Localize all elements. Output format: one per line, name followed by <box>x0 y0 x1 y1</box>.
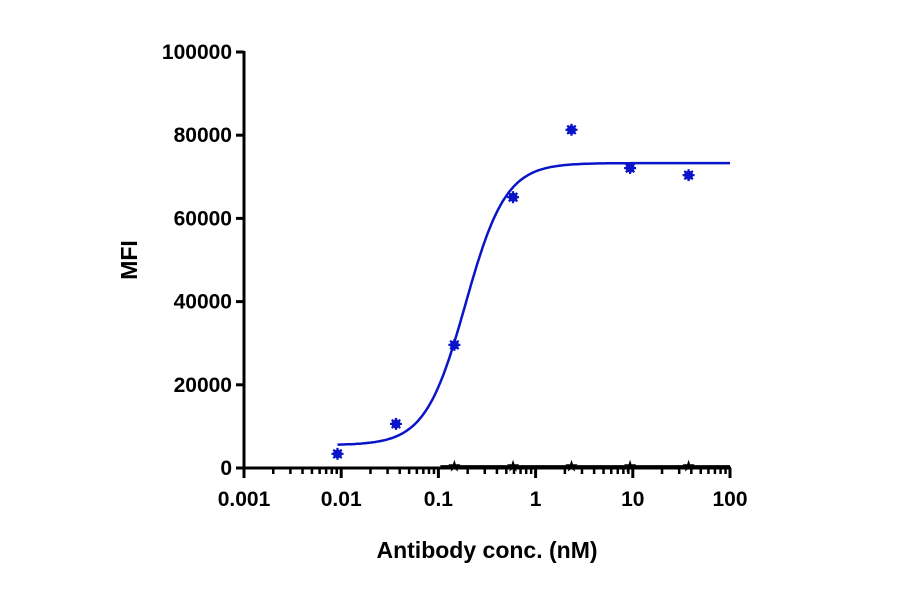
y-tick-label: 0 <box>220 457 232 480</box>
data-point <box>506 459 520 472</box>
data-point <box>331 447 344 460</box>
y-tick-label: 80000 <box>174 124 232 147</box>
data-point <box>565 123 578 136</box>
x-axis-title: Antibody conc. (nM) <box>376 537 597 563</box>
data-point <box>682 169 695 182</box>
x-tick-label: 10 <box>621 488 644 511</box>
y-axis-title: MFI <box>116 240 142 280</box>
data-point <box>565 459 578 472</box>
x-tick-label: 0.01 <box>321 488 362 511</box>
x-tick-label: 1 <box>530 488 542 511</box>
y-tick-label: 100000 <box>162 41 232 64</box>
x-tick-label: 100 <box>712 488 747 511</box>
x-axis: 0.001 0.01 0.1 1 10 100 <box>218 466 748 511</box>
y-tick-label: 20000 <box>174 374 232 397</box>
plot-area <box>331 123 730 472</box>
y-tick-label: 60000 <box>174 207 232 230</box>
data-point <box>448 338 461 351</box>
series-control <box>440 459 730 472</box>
data-point <box>624 162 637 175</box>
data-point <box>623 459 637 472</box>
y-axis: 0 20000 40000 60000 80000 100000 <box>162 41 246 480</box>
series-antibody <box>331 123 730 460</box>
data-point <box>507 191 520 204</box>
data-point <box>448 459 461 472</box>
data-point <box>389 417 402 430</box>
x-tick-label: 0.001 <box>218 488 271 511</box>
y-tick-label: 40000 <box>174 291 232 314</box>
x-tick-label: 0.1 <box>424 488 454 511</box>
data-point <box>682 459 695 472</box>
fit-curve <box>337 161 730 446</box>
